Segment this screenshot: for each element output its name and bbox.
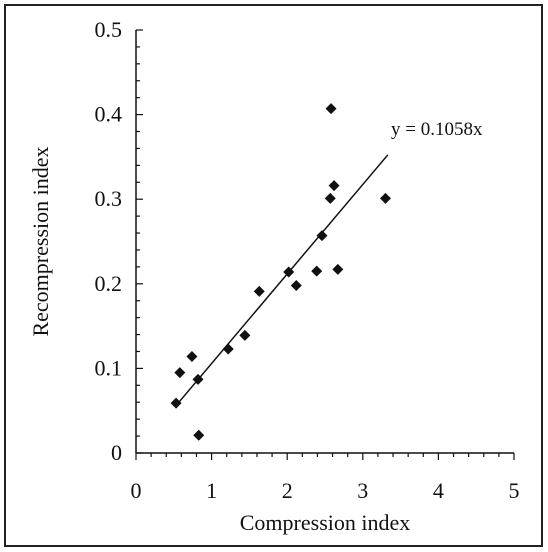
data-point: [332, 263, 344, 275]
y-tick-label: 0.3: [95, 186, 123, 211]
data-point: [328, 180, 340, 192]
x-tick-label: 5: [509, 478, 520, 503]
data-point: [193, 429, 205, 441]
x-tick-label: 4: [433, 478, 444, 503]
y-tick-label: 0.4: [95, 102, 123, 127]
data-point: [325, 103, 337, 115]
x-tick-label: 3: [357, 478, 368, 503]
data-point: [170, 397, 182, 409]
data-point: [253, 285, 265, 297]
x-tick-label: 2: [282, 478, 293, 503]
data-point: [239, 329, 251, 341]
data-point: [311, 265, 323, 277]
data-point: [290, 279, 302, 291]
x-axis-title: Compression index: [240, 510, 411, 535]
x-axis-ticks: 0 1 2 3 4 5: [131, 453, 520, 503]
y-tick-label: 0.1: [95, 355, 123, 380]
data-point: [379, 192, 391, 204]
data-point: [174, 367, 186, 379]
y-axis-title: Recompression index: [28, 146, 53, 336]
data-point: [192, 373, 204, 385]
data-point: [324, 192, 336, 204]
y-tick-label: 0: [111, 440, 122, 465]
trendline-equation-label: y = 0.1058x: [391, 119, 483, 140]
data-point: [186, 351, 198, 363]
data-point: [222, 343, 234, 355]
x-tick-label: 1: [206, 478, 217, 503]
x-tick-label: 0: [131, 478, 142, 503]
y-axis-ticks: 0 0.1 0.2 0.3 0.4 0.5: [95, 17, 143, 465]
y-tick-label: 0.5: [95, 17, 123, 42]
trendline: [175, 154, 389, 407]
data-points: [170, 103, 391, 441]
y-tick-label: 0.2: [95, 271, 123, 296]
data-point: [283, 266, 295, 278]
data-point: [316, 230, 328, 242]
